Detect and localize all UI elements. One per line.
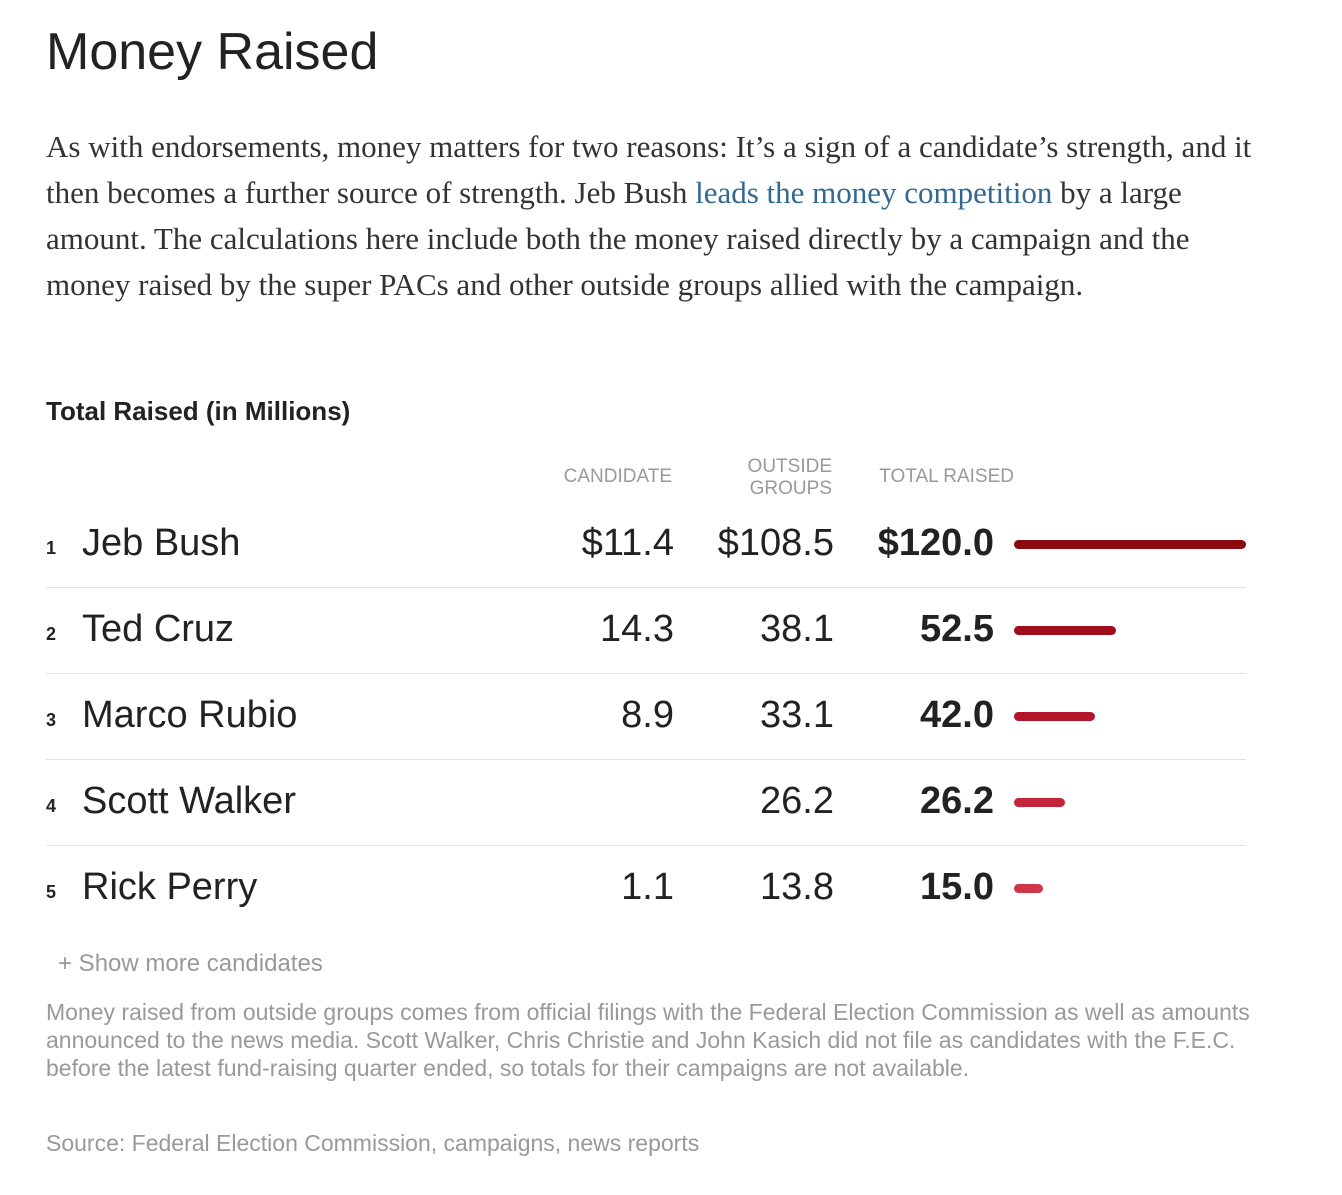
intro-paragraph: As with endorsements, money matters for … <box>46 124 1276 308</box>
intro-text-after: by a large amount. The calculations here… <box>46 175 1190 302</box>
table-row: 1 Jeb Bush $11.4 $108.5 $120.0 <box>46 502 1246 588</box>
row-candidate-name: Marco Rubio <box>82 694 298 736</box>
row-outside-amount: 38.1 <box>760 608 834 650</box>
row-outside-amount: 13.8 <box>760 866 834 908</box>
row-total-amount: $120.0 <box>877 522 994 564</box>
row-candidate-amount: 14.3 <box>600 608 674 650</box>
row-rank: 4 <box>46 796 57 816</box>
row-rank: 5 <box>46 882 57 902</box>
row-outside-amount: 26.2 <box>760 780 834 822</box>
column-header-outside-line1: OUTSIDE <box>747 456 832 477</box>
total-raised-bar <box>1014 712 1095 721</box>
column-header-outside-groups: OUTSIDE GROUPS <box>700 456 832 500</box>
row-outside-amount: $108.5 <box>717 522 834 564</box>
row-outside-amount: 33.1 <box>760 694 834 736</box>
row-total-amount: 15.0 <box>920 866 994 908</box>
row-candidate-amount: 1.1 <box>621 866 674 908</box>
total-raised-bar <box>1014 540 1246 549</box>
table-row: 4 Scott Walker 26.2 26.2 <box>46 760 1246 846</box>
total-raised-bar <box>1014 798 1065 807</box>
show-more-candidates-button[interactable]: + Show more candidates <box>58 950 323 977</box>
row-candidate-name: Ted Cruz <box>82 608 235 650</box>
row-total-amount: 42.0 <box>920 694 994 736</box>
candidate-table: 1 Jeb Bush $11.4 $108.5 $120.0 2 Ted Cruz 14.3 3… <box>46 502 1246 931</box>
row-rank: 3 <box>46 710 57 730</box>
total-raised-bar <box>1014 626 1116 635</box>
table-row: 2 Ted Cruz 14.3 38.1 52.5 <box>46 588 1246 674</box>
row-total-amount: 52.5 <box>920 608 994 650</box>
row-candidate-amount: $11.4 <box>581 522 674 564</box>
row-candidate-name: Scott Walker <box>82 780 296 822</box>
table-row: 3 Marco Rubio 8.9 33.1 42.0 <box>46 674 1246 760</box>
footnote: Money raised from outside groups comes f… <box>46 999 1250 1081</box>
column-header-outside-line2: GROUPS <box>749 478 832 499</box>
column-header-total-raised: TOTAL RAISED <box>879 466 1014 487</box>
table-title: Total Raised (in Millions) <box>46 396 351 426</box>
row-candidate-name: Jeb Bush <box>82 522 241 564</box>
page-title: Money Raised <box>46 23 379 81</box>
row-rank: 1 <box>46 538 57 558</box>
row-total-amount: 26.2 <box>920 780 994 822</box>
row-candidate-amount: 8.9 <box>621 694 674 736</box>
column-header-candidate: CANDIDATE <box>563 466 672 487</box>
row-candidate-name: Rick Perry <box>82 866 258 908</box>
total-raised-bar <box>1014 884 1043 893</box>
row-rank: 2 <box>46 624 57 644</box>
money-competition-link[interactable]: leads the money competition <box>695 175 1053 210</box>
table-row: 5 Rick Perry 1.1 13.8 15.0 <box>46 846 1246 931</box>
source-note: Source: Federal Election Commission, cam… <box>46 1130 700 1156</box>
intro-text-before: As with endorsements, money matters for … <box>46 129 1252 210</box>
